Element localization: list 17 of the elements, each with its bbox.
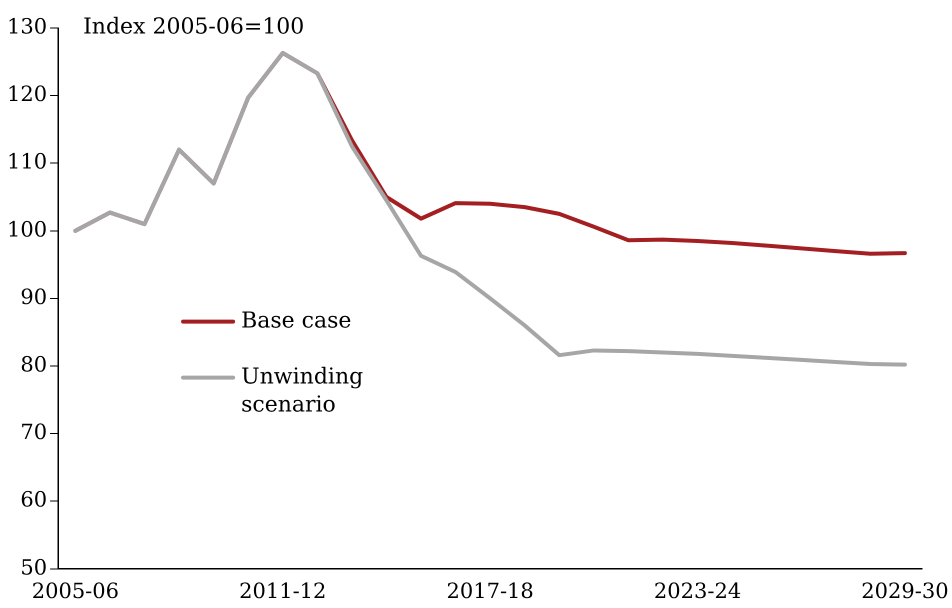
y-tick-label: 100 [6,217,48,242]
y-tick-label: 60 [20,488,48,512]
y-tick-label: 50 [20,555,48,580]
x-tick-label: 2005-06 [32,578,119,603]
y-tick-label: 80 [20,352,48,376]
y-tick-label: 130 [6,14,48,38]
y-tick-label: 70 [20,420,48,444]
legend-label: Base case [241,308,352,334]
legend-label: Unwinding scenario [241,364,364,418]
x-tick-label: 2029-30 [861,578,949,603]
y-tick-label: 110 [6,150,48,174]
x-tick-label: 2023-24 [654,578,742,603]
y-axis-title: Index 2005-06=100 [83,14,304,40]
y-tick-label: 120 [6,82,48,106]
x-tick-label: 2017-18 [446,578,534,603]
x-tick-label: 2011-12 [239,578,326,603]
y-tick-label: 90 [20,284,48,309]
